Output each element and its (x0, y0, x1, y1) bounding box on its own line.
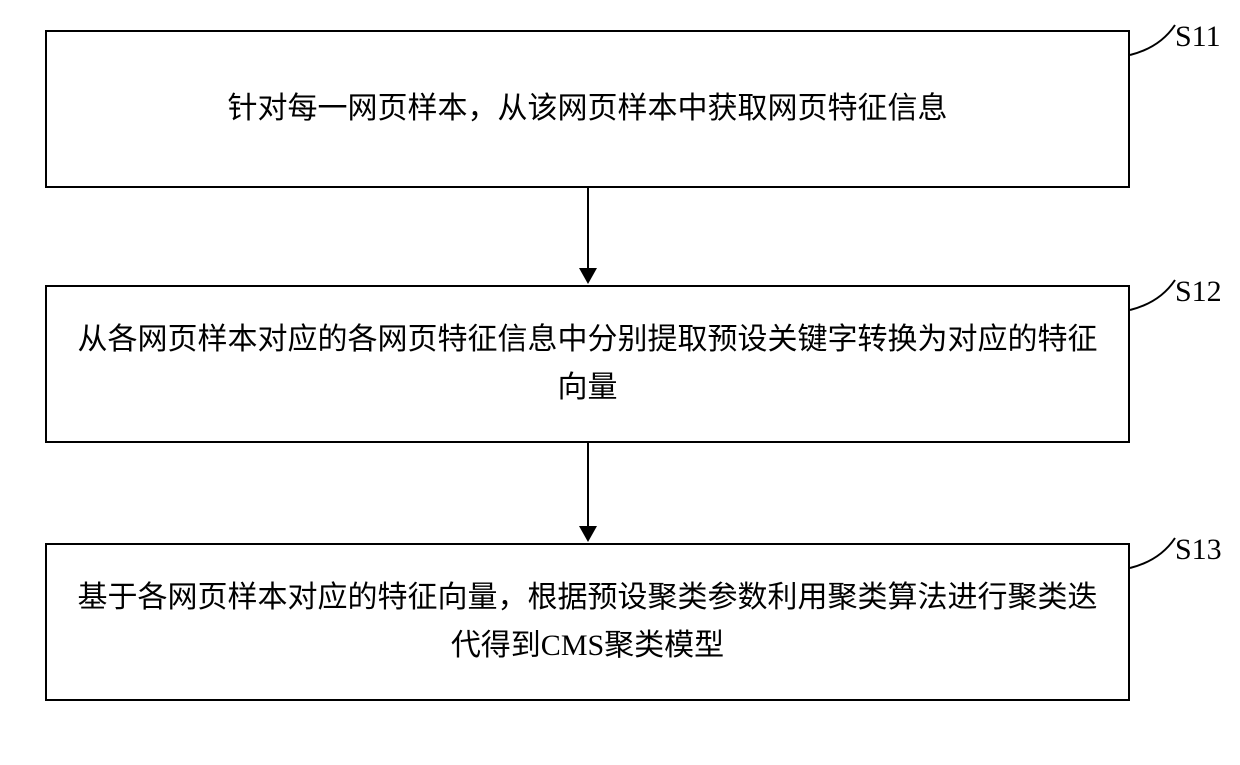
step-label-s11: S11 (1175, 20, 1221, 54)
arrow-head-s12-s13 (579, 526, 597, 542)
step-text-s11: 针对每一网页样本，从该网页样本中获取网页特征信息 (228, 85, 948, 133)
step-text-s12: 从各网页样本对应的各网页特征信息中分别提取预设关键字转换为对应的特征向量 (77, 316, 1098, 412)
arrow-head-s11-s12 (579, 268, 597, 284)
step-box-s11: 针对每一网页样本，从该网页样本中获取网页特征信息 (45, 30, 1130, 188)
arrow-s11-s12 (587, 188, 589, 268)
flowchart-canvas: 针对每一网页样本，从该网页样本中获取网页特征信息 S11 从各网页样本对应的各网… (0, 0, 1240, 765)
step-label-s12: S12 (1175, 275, 1222, 309)
step-text-s13: 基于各网页样本对应的特征向量，根据预设聚类参数利用聚类算法进行聚类迭代得到CMS… (77, 574, 1098, 670)
step-box-s13: 基于各网页样本对应的特征向量，根据预设聚类参数利用聚类算法进行聚类迭代得到CMS… (45, 543, 1130, 701)
arrow-s12-s13 (587, 443, 589, 526)
step-box-s12: 从各网页样本对应的各网页特征信息中分别提取预设关键字转换为对应的特征向量 (45, 285, 1130, 443)
step-label-s13: S13 (1175, 533, 1222, 567)
